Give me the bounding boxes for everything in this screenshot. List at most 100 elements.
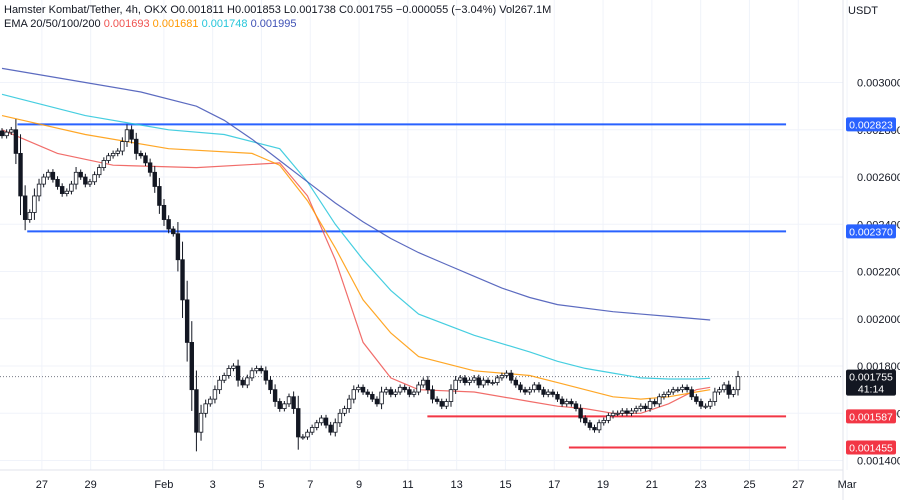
candle-body xyxy=(698,401,704,407)
x-tick-label: 7 xyxy=(307,479,313,491)
candle-body xyxy=(171,228,176,235)
candle-body xyxy=(555,393,560,400)
candle-body xyxy=(397,386,403,393)
candle-body xyxy=(129,129,134,140)
candle-body xyxy=(439,401,444,407)
ema-legend[interactable]: EMA 20/50/100/200 0.001693 0.001681 0.00… xyxy=(4,18,296,30)
candle-body xyxy=(684,386,690,391)
candle-body xyxy=(601,419,606,424)
price-label-text: 0.001587 xyxy=(849,411,893,423)
quote-currency[interactable]: USDT xyxy=(848,5,878,17)
candle-body xyxy=(235,365,241,381)
candle-body xyxy=(106,155,111,161)
x-tick-label: 27 xyxy=(36,479,48,491)
price-label-text: 0.001755 xyxy=(849,372,893,384)
candle-body xyxy=(73,171,79,185)
candle-body xyxy=(587,422,593,428)
candle-body xyxy=(388,389,394,395)
x-tick-label: 17 xyxy=(548,479,560,491)
ema-lines xyxy=(1,67,711,414)
candle-body xyxy=(0,130,5,137)
price-label-box xyxy=(846,117,896,132)
candle-body xyxy=(670,389,676,393)
candle-body xyxy=(309,427,315,433)
y-tick-label: 0.002200 xyxy=(857,267,900,279)
candle-body xyxy=(430,389,435,400)
candle-body xyxy=(481,379,486,386)
candle-body xyxy=(462,377,468,383)
y-tick-label: 0.003000 xyxy=(857,78,900,90)
candle-body xyxy=(115,150,120,154)
candle-body xyxy=(550,391,556,395)
candle-body xyxy=(50,171,56,180)
candle-body xyxy=(152,171,157,187)
candle-body xyxy=(212,389,218,400)
candle-body xyxy=(559,398,565,405)
ema50-value: 0.001681 xyxy=(152,18,199,30)
candle-body xyxy=(13,129,19,154)
candle-body xyxy=(620,410,625,414)
candle-body xyxy=(110,153,116,157)
candle-body xyxy=(55,178,60,187)
candle-body xyxy=(522,389,528,393)
candle-body xyxy=(337,412,343,424)
countdown-text: 41:14 xyxy=(858,384,884,396)
candle-body xyxy=(254,368,259,372)
candle-body xyxy=(504,372,509,376)
candle-body xyxy=(221,375,227,381)
candle-body xyxy=(46,171,51,178)
candle-body xyxy=(226,368,232,376)
candle-body xyxy=(198,412,204,433)
candle-body xyxy=(351,389,356,400)
candle-body xyxy=(69,183,74,192)
x-tick-label: 19 xyxy=(597,479,609,491)
candle-body xyxy=(680,386,685,391)
candle-body xyxy=(245,377,250,386)
candle-body xyxy=(499,375,505,379)
candle-body xyxy=(583,417,588,424)
candle-body xyxy=(87,181,93,185)
high-label: H xyxy=(227,4,235,16)
open-value: 0.001811 xyxy=(178,4,224,16)
candle-body xyxy=(652,401,657,405)
candle-body xyxy=(161,204,167,220)
candle-body xyxy=(208,398,213,405)
candle-body xyxy=(175,233,181,261)
candle-body xyxy=(374,398,380,405)
candle-body xyxy=(717,389,722,393)
candle-body xyxy=(166,219,171,230)
candle-body xyxy=(124,129,130,142)
chart-grid xyxy=(0,0,848,470)
x-tick-label: Feb xyxy=(154,479,173,491)
candle-body xyxy=(421,379,426,386)
candle-body xyxy=(268,379,273,391)
candle-body xyxy=(541,389,546,395)
candle-body xyxy=(694,396,699,402)
candle-body xyxy=(259,368,264,372)
candle-body xyxy=(32,195,37,213)
price-label-text: 0.002370 xyxy=(849,226,893,238)
x-tick-label: Mar xyxy=(838,479,857,491)
candle-body xyxy=(217,379,222,391)
candle-body xyxy=(22,195,28,220)
candle-body xyxy=(610,412,616,417)
candle-body xyxy=(471,377,477,381)
candle-body xyxy=(97,167,102,176)
candle-body xyxy=(402,386,407,391)
candle-body xyxy=(157,186,162,206)
candle-body xyxy=(296,408,301,438)
candle-body xyxy=(661,393,667,398)
candle-body xyxy=(92,174,97,183)
candle-body xyxy=(203,403,208,414)
candle-body xyxy=(495,377,500,383)
candle-body xyxy=(708,401,713,407)
y-tick-label: 0.001400 xyxy=(857,456,900,468)
candle-body xyxy=(272,389,278,402)
candle-body xyxy=(323,417,329,426)
symbol-title[interactable]: Hamster Kombat/Tether, 4h, OKX xyxy=(4,4,168,16)
y-tick-label: 0.002600 xyxy=(857,172,900,184)
candle-body xyxy=(638,405,643,409)
candle-body xyxy=(666,391,671,395)
candle-body xyxy=(444,401,449,407)
